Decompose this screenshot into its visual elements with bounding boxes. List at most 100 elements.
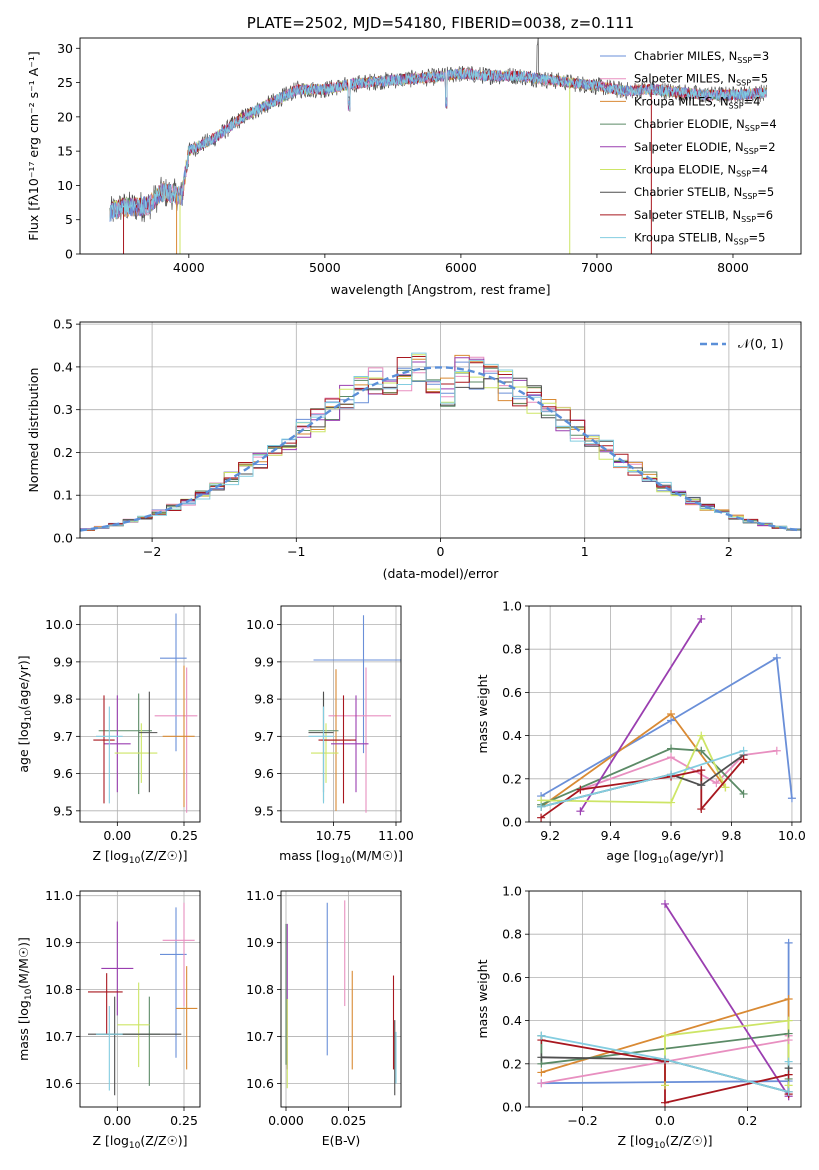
weight-marker [784,1070,793,1079]
x-tick-label: 0.00 [103,1113,131,1128]
y-axis-label: age [log10(age/yr)] [16,655,34,772]
weight-line-3 [540,747,745,806]
weight-marker [772,653,781,662]
y-axis-label: mass weight [475,959,490,1038]
weight-marker [784,1016,793,1025]
y-tick-label: 25 [57,75,73,90]
weight-marker [697,731,706,740]
x-axis-label: age [log10(age/yr)] [606,848,723,866]
x-axis-label: Z [log10(Z/Z☉)] [92,848,187,866]
x-tick-label: 9.6 [661,828,681,843]
axes-frame [528,890,802,1108]
weight-marker [537,1079,546,1088]
x-tick-label: 0.2 [737,1113,757,1128]
y-tick-label: 30 [57,41,73,56]
x-tick-label: −0.2 [567,1113,597,1128]
y-tick-label: 1.0 [502,884,522,899]
weight-marker [667,770,676,779]
plot-area-mass-vs-EBV [281,891,401,1107]
x-axis-label: wavelength [Angstrom, rest frame] [330,282,550,297]
y-tick-label: 5 [65,212,73,227]
x-axis-label: Z [log10(Z/Z☉)] [92,1133,187,1151]
y-tick-label: 0.6 [502,685,522,700]
y-tick-label: 9.8 [254,692,274,707]
axes-frame [528,605,802,823]
legend-entry: Salpeter ELODIE, NSSP=2 [634,140,776,156]
axes-frame [79,321,802,539]
x-tick-label: 10.0 [778,828,806,843]
weight-marker [667,710,676,718]
legend-entry: Chabrier MILES, NSSP=3 [634,49,769,65]
weight-marker [537,1031,546,1040]
y-tick-label: 9.6 [53,766,73,781]
y-tick-label: 1.0 [502,599,522,614]
weight-marker [697,805,706,814]
weight-marker [787,794,796,803]
weight-marker [667,753,676,762]
y-tick-label: 0.3 [53,402,73,417]
x-tick-label: 0.000 [268,1113,304,1128]
weight-marker [697,746,706,755]
x-tick-label: 9.4 [601,828,621,843]
weight-marker [537,1053,546,1062]
weight-marker [784,1057,793,1066]
x-tick-label: 5000 [309,260,341,275]
y-tick-label: 0.4 [502,1013,522,1028]
y-axis-label: Flux [fλ10⁻¹⁷ erg cm⁻² s⁻¹ A⁻¹] [26,51,41,240]
axes-frame [79,37,802,255]
y-tick-label: 9.8 [53,692,73,707]
plot-area-weight-vs-age [529,606,801,822]
panel-weight-vs-Z: −0.2 0.0 0.2 0.0 0.2 0.4 0.6 0.8 1.0 Z [log10(Z/Z… [475,884,802,1151]
x-tick-label: 9.8 [722,828,742,843]
normal-reference-curve [80,366,799,532]
y-tick-label: 0 [65,247,73,262]
plot-area-spectrum [109,38,768,254]
weight-marker [784,995,793,1003]
x-axis-label: E(B-V) [322,1133,361,1148]
y-tick-label: 10.7 [45,1029,73,1044]
y-tick-label: 0.4 [53,359,73,374]
y-tick-label: 0.2 [502,771,522,786]
x-tick-label: 11.00 [378,828,414,843]
y-tick-label: 10.8 [45,982,73,997]
y-tick-label: 10.7 [246,1029,274,1044]
weight-marker [697,614,706,623]
weight-marker [697,766,706,775]
x-tick-label: 4000 [173,260,205,275]
axes-frame [79,890,201,1108]
legend-entry: Chabrier ELODIE, NSSP=4 [634,117,777,133]
x-tick-label: 0.00 [103,828,131,843]
y-tick-label: 20 [57,109,73,124]
weight-marker [537,813,546,822]
y-tick-label: 0.5 [53,317,73,332]
x-tick-label: 7000 [581,260,613,275]
legend-entry: 𝒩(0, 1) [738,336,784,351]
panel-spectrum: 4000 5000 6000 7000 8000 0 5 10 15 20 25 30 PLATE=25… [26,14,802,297]
y-tick-label: 0.6 [502,970,522,985]
weight-marker [784,1029,793,1038]
weight-marker [661,899,669,908]
x-tick-label: 2 [725,544,733,559]
y-tick-label: 10.9 [246,935,274,950]
weight-line-4 [664,903,790,1097]
x-tick-label: −2 [143,544,161,559]
y-tick-label: 9.5 [53,803,73,818]
panel-age-vs-mass: 10.75 11.00 9.5 9.6 9.7 9.8 9.9 10.0 mass [log10… [246,605,414,866]
y-tick-label: 11.0 [246,888,274,903]
y-tick-label: 10.9 [45,935,73,950]
plot-area-age-vs-Z [80,606,200,822]
x-tick-label: 0.25 [170,1113,198,1128]
weight-marker [537,1068,546,1077]
y-tick-label: 0.8 [502,927,522,942]
weight-marker [537,802,546,811]
x-tick-label: 0.0 [655,1113,675,1128]
x-tick-label: 0 [437,544,445,559]
axes-frame [280,890,402,1108]
legend-entry: Salpeter STELIB, NSSP=6 [634,208,773,224]
weight-marker [784,1087,793,1096]
y-tick-label: 0.2 [502,1056,522,1071]
axes-frame [280,605,402,823]
legend-entry: Salpeter MILES, NSSP=5 [634,72,768,88]
x-tick-label: 10.75 [316,828,352,843]
